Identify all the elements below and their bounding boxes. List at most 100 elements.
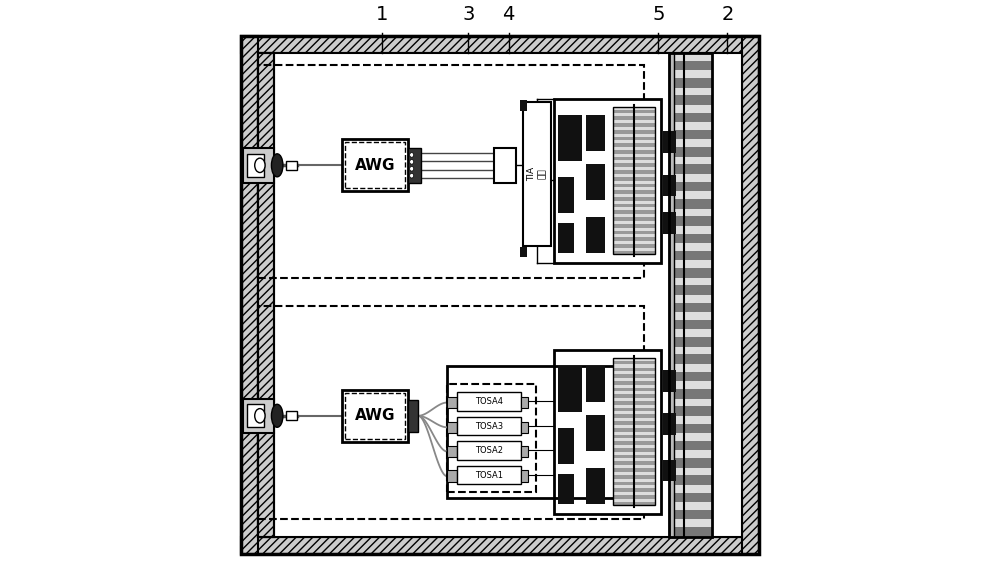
Bar (447, 366, 643, 497)
Bar (521, 422, 528, 433)
Bar (613, 495, 655, 499)
Bar (674, 441, 712, 450)
Bar (345, 393, 405, 439)
Bar (558, 428, 574, 464)
Text: TOSA1: TOSA1 (475, 471, 503, 479)
Bar (674, 354, 712, 364)
Text: AWG: AWG (355, 158, 395, 173)
Bar (613, 455, 655, 459)
Bar (674, 493, 712, 502)
Ellipse shape (271, 154, 283, 177)
Bar (613, 374, 655, 378)
Bar (669, 53, 674, 537)
Bar (613, 468, 655, 472)
Bar (247, 404, 264, 428)
Bar (674, 475, 712, 485)
Bar (613, 157, 655, 160)
Bar (408, 148, 421, 182)
Bar (674, 320, 712, 329)
Bar (674, 286, 712, 295)
Bar (674, 130, 712, 140)
Bar (613, 448, 655, 452)
Text: 4: 4 (502, 5, 515, 24)
Bar (558, 474, 574, 504)
Bar (613, 211, 655, 214)
Bar (520, 100, 527, 111)
Bar (674, 53, 712, 537)
Bar (247, 154, 264, 177)
Bar (613, 204, 655, 208)
Bar (674, 164, 712, 174)
Text: TIA
放大: TIA 放大 (527, 167, 547, 181)
Bar (558, 115, 582, 161)
Bar (613, 358, 655, 505)
Bar (523, 102, 551, 246)
Bar (258, 53, 742, 537)
Bar (447, 445, 457, 457)
Bar (613, 237, 655, 241)
Bar (241, 36, 258, 554)
Bar (521, 470, 528, 482)
Bar (674, 113, 712, 122)
Bar (674, 61, 712, 70)
Bar (674, 510, 712, 519)
Bar (613, 197, 655, 201)
Bar (258, 53, 274, 537)
Bar (674, 389, 712, 399)
Bar (613, 475, 655, 478)
Bar (613, 421, 655, 425)
Bar (674, 182, 712, 191)
Bar (613, 143, 655, 147)
Bar (447, 422, 457, 433)
Bar (613, 123, 655, 127)
Ellipse shape (410, 173, 414, 178)
Bar (669, 53, 712, 537)
Ellipse shape (255, 409, 265, 423)
Bar (457, 466, 521, 484)
Text: AWG: AWG (355, 409, 395, 424)
Bar (558, 366, 582, 412)
Bar (286, 161, 297, 170)
Bar (457, 441, 521, 459)
Bar (258, 53, 274, 537)
Bar (613, 428, 655, 432)
Text: 5: 5 (652, 5, 665, 24)
Bar (613, 414, 655, 418)
Bar (674, 95, 712, 105)
Bar (613, 408, 655, 411)
Bar (613, 190, 655, 194)
Bar (613, 434, 655, 439)
Bar (613, 231, 655, 234)
Bar (586, 115, 605, 151)
Bar (243, 399, 274, 433)
Bar (243, 148, 274, 182)
Text: TOSA3: TOSA3 (475, 422, 503, 430)
Bar (674, 372, 712, 381)
Text: 2: 2 (721, 5, 734, 24)
Bar (613, 401, 655, 405)
Bar (613, 394, 655, 398)
Bar (241, 537, 759, 554)
Text: TOSA2: TOSA2 (475, 446, 503, 455)
Bar (342, 140, 408, 191)
Bar (554, 350, 661, 514)
Bar (286, 411, 297, 421)
Bar (613, 381, 655, 385)
Text: TOSA4: TOSA4 (475, 397, 503, 406)
Bar (663, 174, 676, 196)
Ellipse shape (255, 158, 265, 173)
Bar (663, 414, 676, 436)
Bar (345, 143, 405, 188)
Bar (408, 400, 418, 432)
Bar (613, 251, 655, 254)
Bar (674, 424, 712, 433)
Bar (586, 415, 605, 451)
Bar (586, 468, 605, 504)
Bar (663, 459, 676, 481)
Ellipse shape (410, 160, 414, 164)
Bar (613, 244, 655, 248)
Bar (613, 150, 655, 153)
Bar (494, 148, 516, 182)
Bar (586, 164, 605, 200)
Bar (520, 247, 527, 257)
